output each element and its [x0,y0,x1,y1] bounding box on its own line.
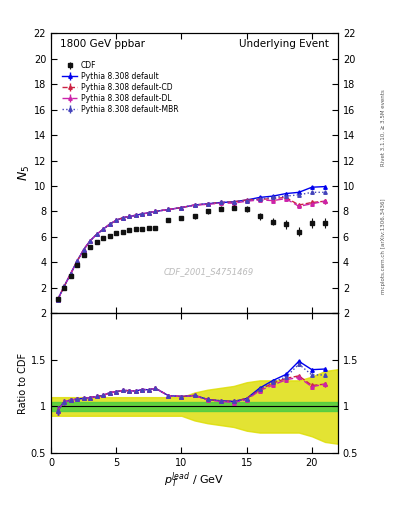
Legend: CDF, Pythia 8.308 default, Pythia 8.308 default-CD, Pythia 8.308 default-DL, Pyt: CDF, Pythia 8.308 default, Pythia 8.308 … [61,59,180,115]
Y-axis label: Ratio to CDF: Ratio to CDF [18,353,28,414]
Text: CDF_2001_S4751469: CDF_2001_S4751469 [164,267,254,275]
X-axis label: $p_T^{lead}$ / GeV: $p_T^{lead}$ / GeV [164,471,225,490]
Text: 1800 GeV ppbar: 1800 GeV ppbar [60,39,145,49]
Text: mcplots.cern.ch [arXiv:1306.3436]: mcplots.cern.ch [arXiv:1306.3436] [381,198,386,293]
Y-axis label: $N_5$: $N_5$ [17,165,32,181]
Text: Underlying Event: Underlying Event [239,39,329,49]
Text: Rivet 3.1.10, ≥ 3.5M events: Rivet 3.1.10, ≥ 3.5M events [381,90,386,166]
